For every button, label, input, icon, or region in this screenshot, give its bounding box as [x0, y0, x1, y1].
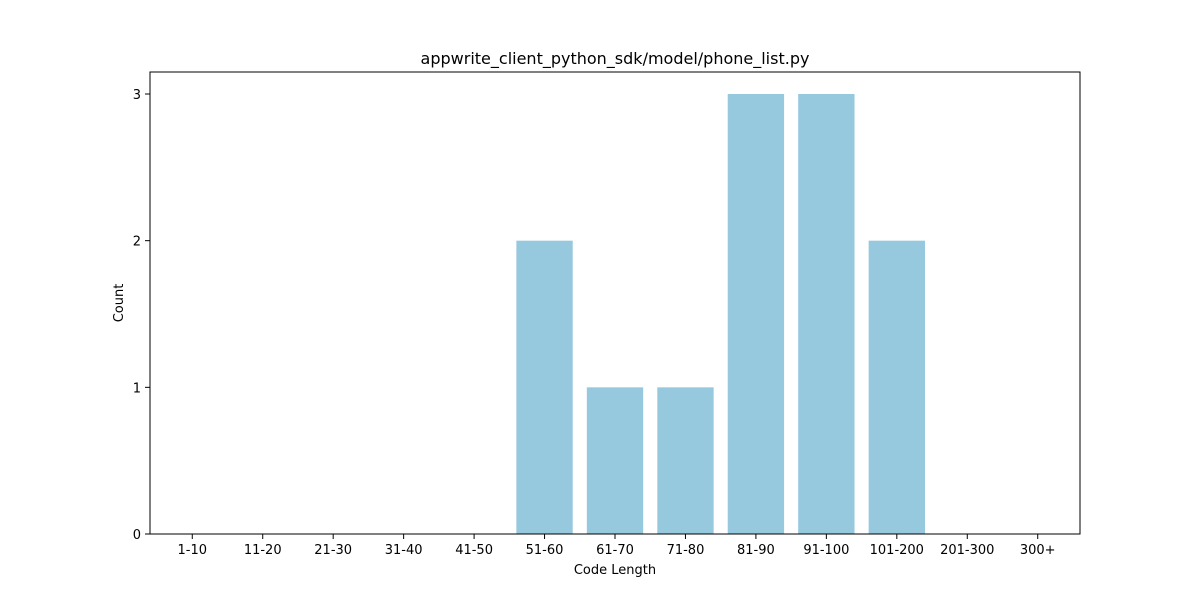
bar-71-80: [657, 387, 714, 534]
y-axis: 0 1 2 3: [133, 88, 150, 543]
x-tick-label: 91-100: [803, 543, 849, 558]
bar-51-60: [516, 240, 573, 534]
x-tick-label: 1-10: [178, 543, 208, 558]
x-tick-label: 51-60: [526, 543, 564, 558]
x-tick-label: 201-300: [940, 543, 994, 558]
chart-title: appwrite_client_python_sdk/model/phone_l…: [421, 49, 810, 69]
x-tick-label: 31-40: [385, 543, 423, 558]
y-axis-label: Count: [112, 284, 127, 323]
x-axis-label: Code Length: [574, 563, 656, 578]
bars-group: [516, 94, 925, 534]
x-tick-label: 11-20: [244, 543, 282, 558]
x-tick-label: 61-70: [596, 543, 634, 558]
x-axis: 1-10 11-20 21-30 31-40 41-50 51-60 61-70 71-80 8…: [178, 534, 1056, 558]
x-tick-label: 81-90: [737, 543, 775, 558]
x-tick-label: 21-30: [314, 543, 352, 558]
x-tick-label: 71-80: [667, 543, 705, 558]
bar-101-200: [868, 240, 925, 534]
bar-91-100: [798, 94, 855, 534]
bar-61-70: [586, 387, 644, 534]
y-tick-label: 1: [133, 381, 141, 396]
bar-81-90: [727, 94, 785, 534]
x-tick-label: 300+: [1020, 543, 1056, 558]
x-tick-label: 101-200: [870, 543, 924, 558]
y-tick-label: 0: [133, 528, 141, 543]
y-tick-label: 3: [133, 88, 141, 103]
x-tick-label: 41-50: [455, 543, 493, 558]
y-tick-label: 2: [133, 235, 141, 250]
